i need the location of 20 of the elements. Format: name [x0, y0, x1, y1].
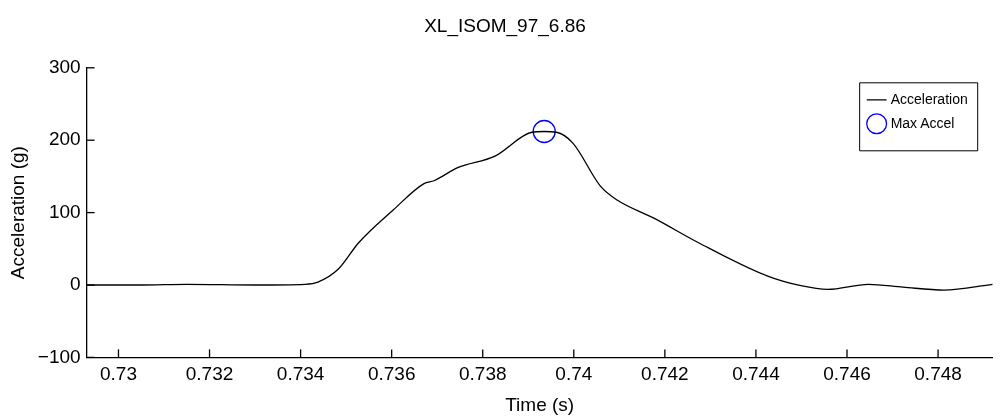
x-axis-title: Time (s)	[505, 393, 575, 415]
legend-label: Acceleration	[890, 90, 968, 107]
y-axis-title: Acceleration (g)	[6, 146, 28, 280]
x-tick-label: 0.742	[641, 363, 689, 385]
y-tick-label: 200	[48, 128, 81, 150]
y-tick-label: 300	[48, 56, 81, 78]
x-tick-label: 0.746	[823, 363, 871, 385]
x-tick-label: 0.734	[276, 363, 325, 385]
x-tick-label: 0.73	[99, 363, 137, 385]
chart-title: XL_ISOM_97_6.86	[424, 14, 586, 37]
x-tick-label: 0.74	[555, 363, 593, 385]
y-tick-label: −100	[37, 345, 81, 367]
x-tick-label: 0.732	[185, 363, 234, 385]
x-tick-label: 0.736	[367, 363, 416, 385]
x-tick-label: 0.744	[732, 363, 781, 385]
x-tick-label: 0.748	[914, 363, 962, 385]
y-tick-label: 100	[48, 200, 81, 222]
legend-label: Max Accel	[890, 114, 955, 131]
x-tick-label: 0.738	[458, 363, 507, 385]
y-tick-label: 0	[70, 273, 81, 295]
